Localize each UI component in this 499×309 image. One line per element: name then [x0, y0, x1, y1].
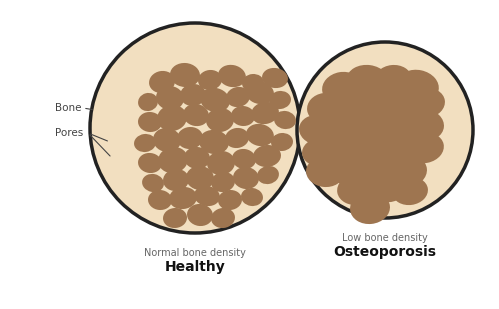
Ellipse shape	[246, 124, 274, 146]
Text: Osteoporosis: Osteoporosis	[333, 245, 437, 259]
Ellipse shape	[299, 115, 337, 145]
Text: Bone: Bone	[55, 103, 81, 113]
Ellipse shape	[158, 147, 188, 173]
Ellipse shape	[200, 88, 230, 112]
Ellipse shape	[271, 133, 293, 151]
Ellipse shape	[241, 188, 263, 206]
Ellipse shape	[157, 105, 187, 131]
Ellipse shape	[246, 82, 274, 104]
Ellipse shape	[180, 84, 206, 106]
Ellipse shape	[186, 166, 214, 190]
Ellipse shape	[211, 172, 235, 192]
Ellipse shape	[138, 93, 158, 111]
Ellipse shape	[153, 128, 181, 152]
Ellipse shape	[233, 167, 259, 189]
Ellipse shape	[307, 93, 343, 123]
Ellipse shape	[380, 133, 422, 167]
Ellipse shape	[218, 65, 246, 87]
Ellipse shape	[350, 192, 390, 224]
Ellipse shape	[206, 108, 234, 132]
Ellipse shape	[404, 109, 444, 141]
Ellipse shape	[242, 74, 264, 92]
Ellipse shape	[138, 112, 162, 132]
Circle shape	[90, 23, 300, 233]
Ellipse shape	[225, 128, 249, 148]
Ellipse shape	[359, 151, 399, 183]
Ellipse shape	[377, 110, 421, 146]
Ellipse shape	[211, 208, 235, 228]
Ellipse shape	[187, 204, 213, 226]
Ellipse shape	[365, 172, 405, 202]
Ellipse shape	[226, 87, 250, 107]
Ellipse shape	[156, 86, 184, 110]
Ellipse shape	[257, 166, 279, 184]
Ellipse shape	[346, 65, 390, 99]
Ellipse shape	[183, 104, 209, 126]
Ellipse shape	[194, 186, 220, 206]
Ellipse shape	[163, 208, 187, 228]
Ellipse shape	[142, 174, 164, 192]
Text: Healthy: Healthy	[165, 260, 226, 274]
Ellipse shape	[138, 153, 162, 173]
Ellipse shape	[218, 190, 242, 210]
Ellipse shape	[374, 65, 412, 95]
Ellipse shape	[231, 106, 255, 126]
Ellipse shape	[199, 130, 229, 154]
Ellipse shape	[406, 133, 444, 163]
Ellipse shape	[356, 86, 396, 118]
Text: Pores: Pores	[55, 128, 83, 138]
Ellipse shape	[169, 187, 197, 209]
Ellipse shape	[328, 86, 372, 122]
Ellipse shape	[198, 70, 222, 90]
Ellipse shape	[322, 72, 362, 104]
Ellipse shape	[184, 147, 210, 169]
Ellipse shape	[149, 71, 175, 93]
Ellipse shape	[351, 107, 393, 141]
Ellipse shape	[337, 173, 379, 205]
Ellipse shape	[134, 134, 156, 152]
Ellipse shape	[306, 157, 344, 187]
Ellipse shape	[380, 89, 424, 123]
Ellipse shape	[397, 70, 439, 102]
Ellipse shape	[354, 130, 394, 162]
Ellipse shape	[331, 152, 373, 186]
Ellipse shape	[274, 111, 296, 129]
Ellipse shape	[148, 190, 172, 210]
Ellipse shape	[177, 127, 203, 149]
Ellipse shape	[302, 138, 338, 166]
Ellipse shape	[269, 91, 291, 109]
Circle shape	[297, 42, 473, 218]
Ellipse shape	[325, 131, 369, 165]
Ellipse shape	[322, 108, 368, 144]
Ellipse shape	[163, 169, 189, 191]
Ellipse shape	[253, 145, 281, 167]
Ellipse shape	[383, 154, 427, 188]
Ellipse shape	[232, 149, 256, 169]
Text: Normal bone density: Normal bone density	[144, 248, 246, 258]
Ellipse shape	[262, 68, 288, 88]
Ellipse shape	[407, 88, 445, 118]
Ellipse shape	[251, 102, 279, 124]
Ellipse shape	[207, 151, 235, 175]
Text: Low bone density: Low bone density	[342, 233, 428, 243]
Ellipse shape	[170, 63, 200, 87]
Ellipse shape	[392, 177, 428, 205]
